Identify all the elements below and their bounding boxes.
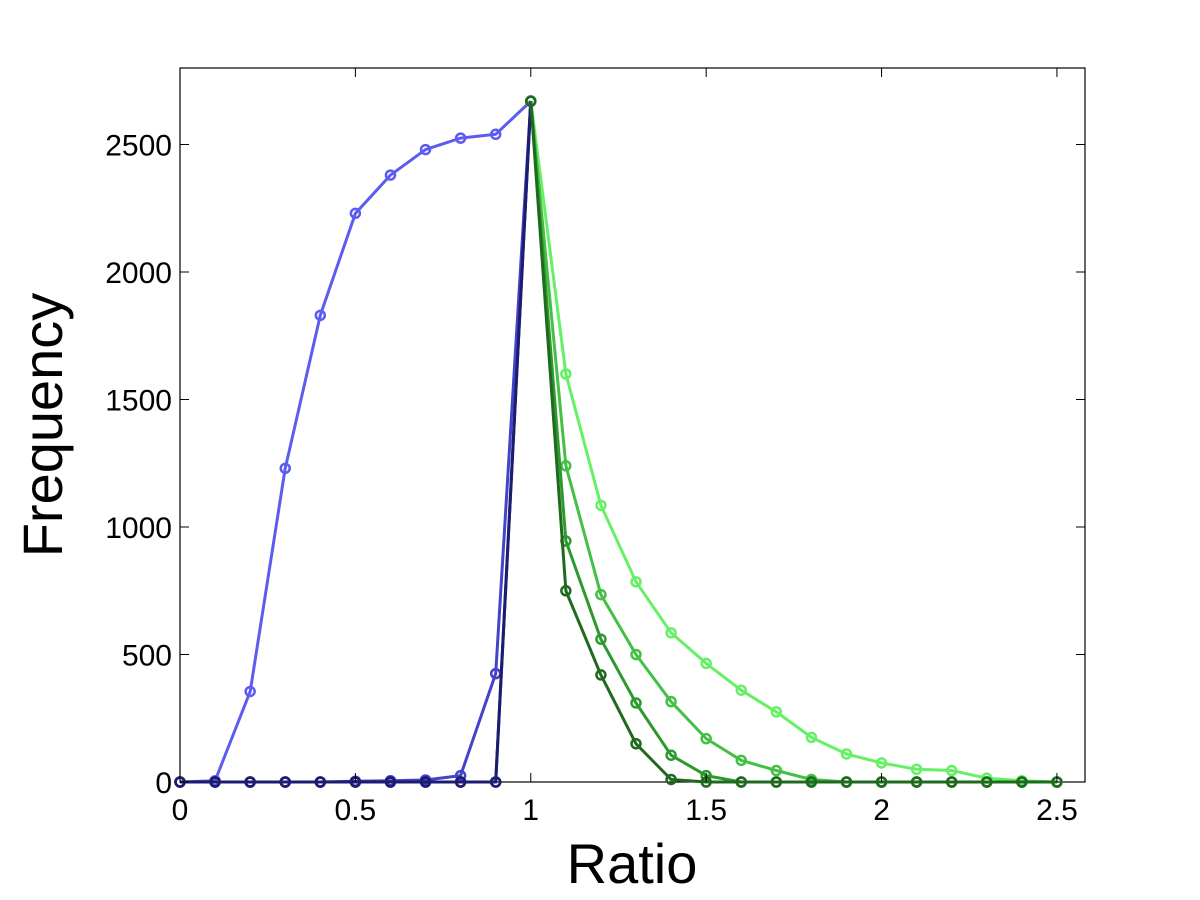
x-tick-label: 1 [522, 794, 539, 827]
y-tick-label: 1000 [105, 512, 172, 545]
y-tick-label: 500 [122, 640, 172, 673]
y-tick-label: 1500 [105, 385, 172, 418]
x-tick-label: 0.5 [335, 794, 377, 827]
data-point [981, 776, 993, 788]
data-point [665, 695, 677, 708]
data-point [700, 732, 712, 745]
data-point [630, 576, 642, 588]
data-point [945, 776, 958, 788]
data-point [314, 776, 327, 788]
data-point [244, 685, 256, 698]
data-point [840, 748, 853, 760]
series-1 [174, 95, 537, 788]
data-point [489, 128, 502, 141]
data-point [384, 776, 397, 788]
x-axis-title: Ratio [567, 832, 698, 895]
data-point [945, 764, 958, 777]
data-point [314, 309, 327, 322]
data-point [279, 776, 291, 788]
data-point [805, 731, 818, 744]
data-point [630, 738, 642, 750]
data-point [700, 657, 712, 670]
data-point [560, 585, 572, 597]
data-point [665, 773, 677, 786]
y-tick-label: 2000 [105, 257, 172, 290]
ticks-layer: 0 0.5 1 1.5 2 2.5 0 500 1000 1500 2000 2500 [105, 68, 1085, 827]
data-point [770, 706, 783, 718]
data-point [489, 776, 502, 788]
data-point [630, 697, 642, 709]
data-point [244, 776, 256, 788]
data-point [770, 764, 783, 777]
data-point [279, 462, 291, 475]
data-point [454, 769, 467, 782]
data-point [735, 776, 747, 788]
data-point [454, 132, 467, 144]
data-point [665, 749, 677, 761]
series-line [529, 100, 1057, 784]
data-point [630, 648, 642, 661]
x-tick-label: 2 [873, 794, 890, 827]
data-point [595, 633, 607, 645]
y-tick-label: 0 [155, 767, 172, 800]
y-tick-label: 2500 [105, 130, 172, 163]
data-point [419, 776, 432, 788]
plot-area [179, 67, 1086, 783]
data-point [665, 627, 677, 639]
series-8 [525, 95, 1063, 788]
data-point [595, 588, 607, 601]
x-tick-label: 2.5 [1036, 794, 1078, 827]
x-tick-label: 0 [172, 794, 189, 827]
data-point [209, 776, 221, 788]
x-tick-label: 1.5 [685, 794, 727, 827]
data-point [349, 207, 362, 220]
data-point [910, 776, 923, 788]
data-point [770, 776, 783, 788]
data-point [735, 684, 747, 696]
data-point [1016, 776, 1028, 788]
data-point [595, 669, 607, 681]
series-line [179, 100, 532, 784]
data-point [595, 499, 607, 512]
data-point [419, 143, 432, 156]
data-point [560, 368, 572, 380]
data-point [525, 95, 537, 107]
data-point [384, 169, 397, 181]
data-point [805, 776, 818, 788]
data-point [910, 763, 923, 775]
data-point [840, 776, 853, 788]
data-point [875, 757, 888, 769]
series-line [529, 100, 1057, 784]
data-point [454, 776, 467, 788]
y-axis-title: Frequency [11, 293, 74, 558]
data-point [735, 754, 747, 767]
